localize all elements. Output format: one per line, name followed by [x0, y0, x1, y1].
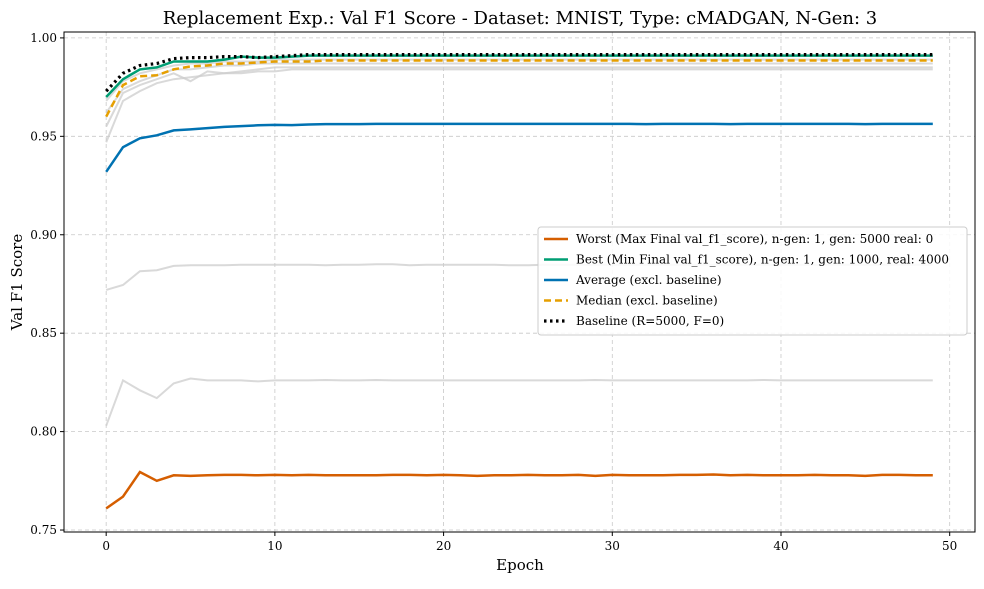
y-tick-label: 0.80 [30, 425, 57, 439]
legend: Worst (Max Final val_f1_score), n-gen: 1… [537, 226, 968, 336]
axis-ticks: 0 10 20 30 40 50 0.75 0.80 0.85 0.90 0.95 1.00 [30, 31, 957, 553]
baseline-legend-label: Baseline (R=5000, F=0) [576, 314, 724, 328]
background-run-line [105, 66, 933, 127]
background-run-line [105, 68, 933, 143]
background-runs [105, 58, 933, 427]
best-series-line [105, 54, 933, 98]
x-tick-label: 10 [267, 539, 282, 553]
x-tick-label: 20 [436, 539, 451, 553]
background-run-line [105, 377, 933, 427]
y-tick-label: 0.90 [30, 228, 57, 242]
median-series-line [105, 59, 933, 118]
worst-legend-label: Worst (Max Final val_f1_score), n-gen: 1… [576, 232, 933, 246]
median-legend-label: Median (excl. baseline) [576, 294, 718, 308]
y-tick-label: 0.75 [30, 523, 57, 537]
series-lines [105, 53, 933, 510]
x-tick-label: 30 [605, 539, 620, 553]
y-axis-label: Val F1 Score [8, 234, 26, 332]
y-tick-label: 1.00 [30, 31, 57, 45]
grid-lines [64, 32, 975, 532]
legend-box [537, 226, 968, 336]
background-run-line [105, 62, 933, 114]
x-axis-label: Epoch [496, 556, 544, 574]
y-tick-label: 0.95 [30, 129, 57, 143]
average-series-line [105, 122, 933, 173]
worst-series-line [105, 470, 933, 510]
average-legend-label: Average (excl. baseline) [575, 273, 722, 287]
x-tick-label: 50 [942, 539, 957, 553]
best-legend-label: Best (Min Final val_f1_score), n-gen: 1,… [576, 253, 949, 267]
plot-frame [63, 31, 976, 533]
x-tick-label: 40 [773, 539, 788, 553]
y-tick-label: 0.85 [30, 326, 57, 340]
x-tick-label: 0 [102, 539, 110, 553]
chart-title: Replacement Exp.: Val F1 Score - Dataset… [163, 8, 877, 29]
